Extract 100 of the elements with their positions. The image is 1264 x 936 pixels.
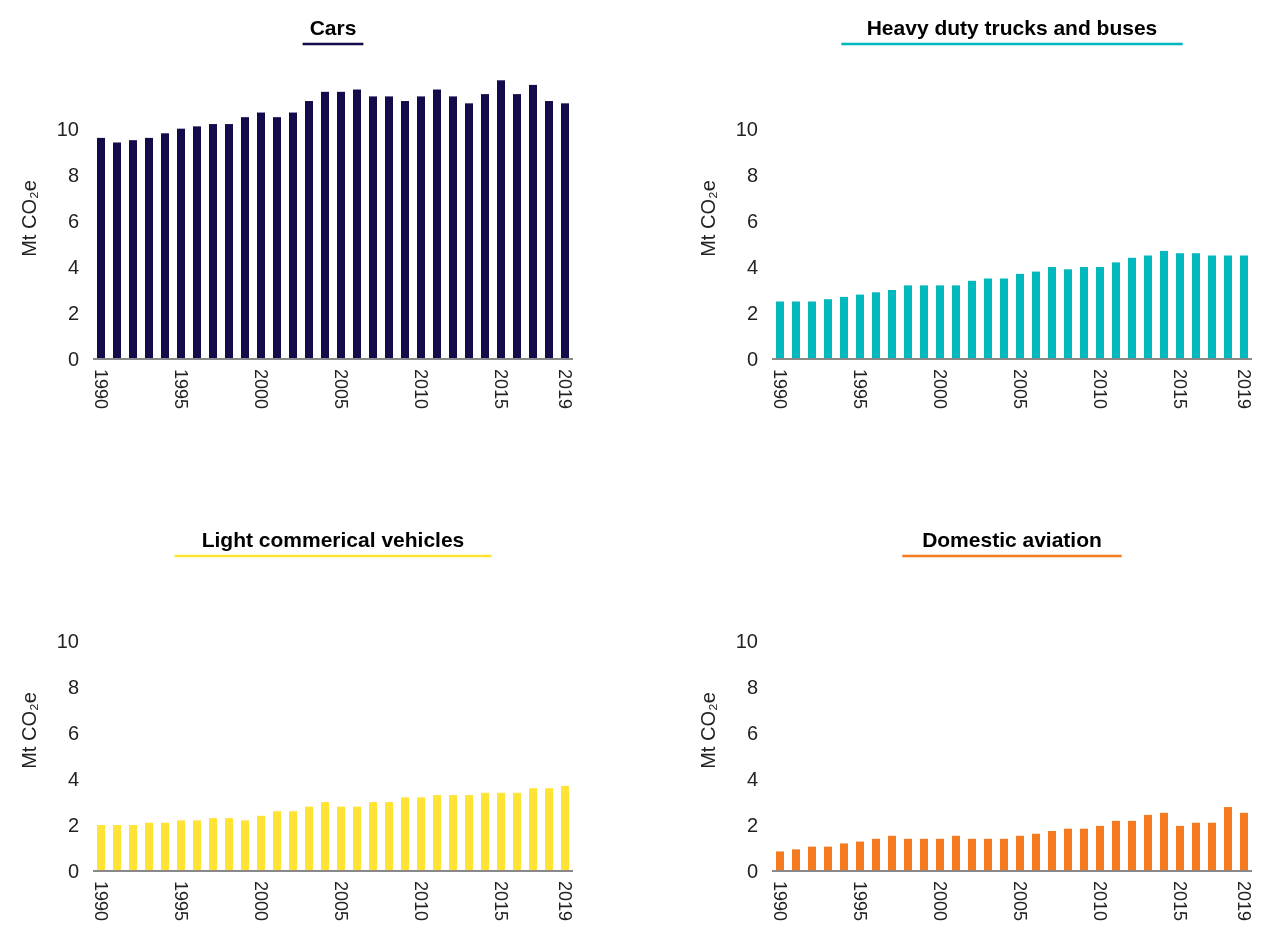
bar [824,846,832,871]
bar [337,91,345,359]
y-tick-label: 2 [746,814,758,836]
bar [792,301,800,359]
bar [113,142,121,359]
bar [129,140,137,359]
x-tick-label: 2000 [929,881,950,922]
x-tick-label: 2015 [1169,881,1190,922]
y-tick-label: 10 [56,630,79,652]
bar [225,124,233,359]
bar [1224,807,1232,871]
bar [401,101,409,359]
bar [1096,825,1104,871]
y-tick-label: 0 [746,348,758,370]
bar [321,802,329,871]
bar [888,835,896,871]
x-tick-label: 2000 [929,369,950,410]
bar [840,843,848,871]
x-tick-label: 2019 [554,369,575,410]
x-tick-label: 2005 [330,369,351,410]
y-tick-label: 8 [746,676,758,698]
bar [936,285,944,359]
x-tick-label: 2005 [1009,881,1030,922]
x-tick-label: 1990 [90,369,111,410]
bar [1016,835,1024,871]
x-tick-label: 2019 [554,881,575,922]
y-tick-label: 6 [746,210,758,232]
bar [1112,262,1120,359]
y-tick-label: 2 [67,301,79,324]
bar [241,117,249,359]
bar [840,296,848,359]
x-tick-label: 1990 [769,369,790,410]
y-tick-label: 4 [746,768,758,790]
bar [449,96,457,359]
bar [385,96,393,359]
bar [145,822,153,871]
bar [433,795,441,871]
bar [337,806,345,871]
x-tick-label: 1990 [769,881,790,922]
x-tick-label: 1995 [849,881,870,922]
bar [529,788,537,871]
x-tick-label: 1995 [849,369,870,410]
bar [289,112,297,359]
x-tick-label: 2010 [410,881,431,922]
bar [1144,255,1152,359]
bar [545,788,553,871]
bar [1160,250,1168,359]
y-tick-label: 10 [735,630,758,652]
bar [145,137,153,359]
bar [968,838,976,871]
bar [1128,820,1136,871]
x-tick-label: 2005 [330,881,351,922]
bar [401,797,409,871]
bar [369,802,377,871]
bar [920,285,928,359]
bar [481,94,489,359]
bar [241,820,249,871]
y-tick-label: 6 [67,209,79,232]
bar [1208,822,1216,871]
y-tick-label: 2 [67,814,79,836]
bar [257,815,265,871]
bar [209,818,217,871]
y-tick-label: 8 [746,164,758,186]
y-tick-label: 8 [67,163,79,186]
bar [1192,822,1200,871]
bar [808,846,816,871]
bar [513,792,521,871]
bar [1224,255,1232,359]
bar [904,838,912,871]
y-tick-label: 6 [746,722,758,744]
x-tick-label: 2010 [1089,369,1110,410]
y-tick-label: 10 [56,117,79,140]
x-tick-label: 2000 [250,369,271,410]
bar [904,285,912,359]
y-axis-title: Mt CO₂e [697,692,719,769]
y-tick-label: 0 [67,348,79,370]
y-tick-label: 0 [67,860,79,882]
bar [1048,267,1056,359]
bar [1208,255,1216,359]
x-tick-label: 2015 [1169,369,1190,410]
bar [1240,812,1248,871]
bar [97,825,105,871]
y-tick-label: 4 [67,255,79,278]
bar [465,795,473,871]
bar [209,124,217,359]
y-tick-label: 4 [746,256,758,278]
x-tick-label: 2005 [1009,369,1030,410]
bar [1160,812,1168,871]
bar [273,117,281,359]
bar [177,820,185,871]
y-axis-title: Mt CO₂e [18,180,40,257]
bar [1064,269,1072,359]
bar [1080,828,1088,871]
bar [97,137,105,359]
chart-title: Cars [309,16,357,39]
y-axis-title: Mt CO₂e [18,692,40,769]
y-tick-label: 4 [67,768,79,790]
bar [968,280,976,359]
bar [113,825,121,871]
bar [1176,253,1184,359]
